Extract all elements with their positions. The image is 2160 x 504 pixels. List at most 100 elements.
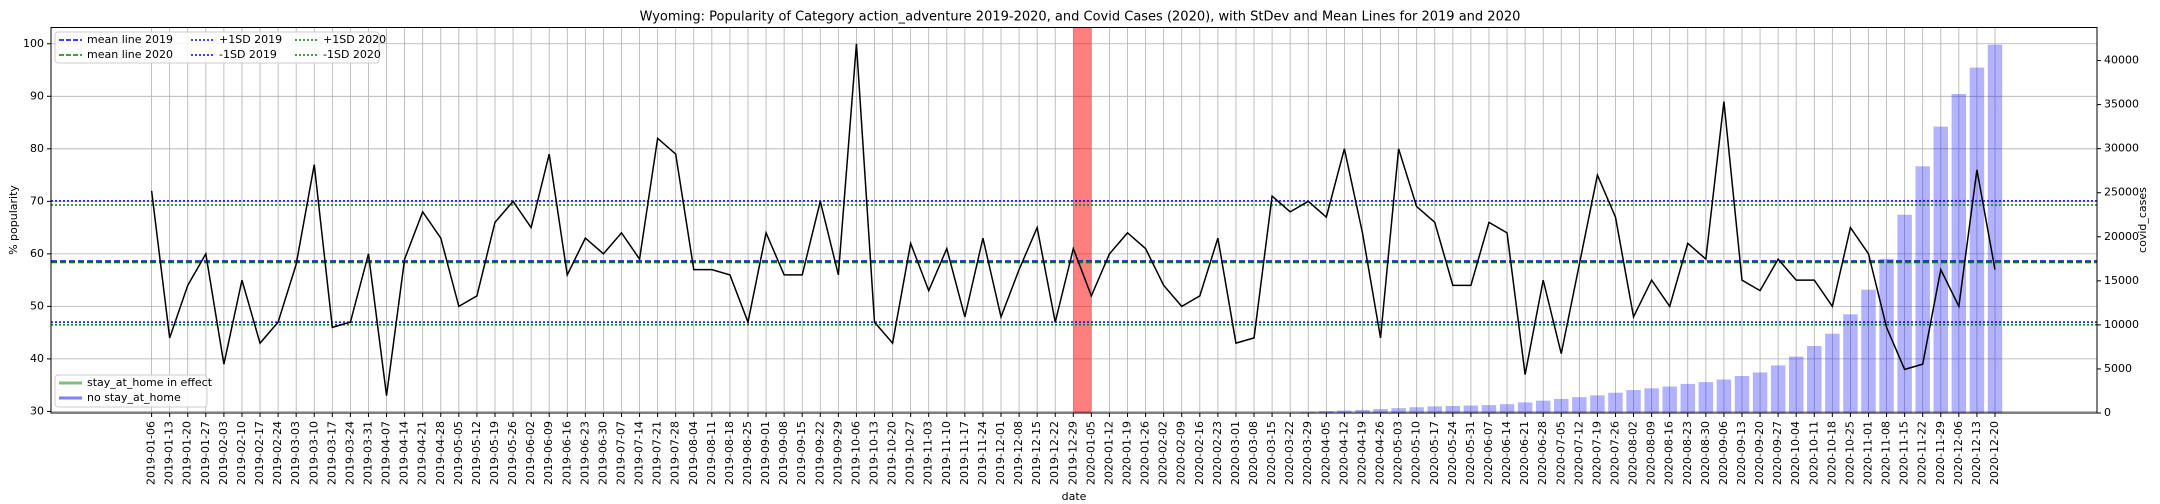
- x-tick-label: 2020-05-31: [1464, 421, 1477, 485]
- x-tick-label: 2020-04-05: [1319, 421, 1332, 485]
- y2-tick-label: 10000: [2104, 318, 2139, 331]
- y-tick-label: 80: [30, 142, 44, 155]
- x-tick-label: 2019-10-20: [886, 421, 899, 485]
- legend-box: [54, 31, 380, 64]
- y-tick-label: 100: [23, 37, 44, 50]
- y2-tick-label: 0: [2104, 406, 2111, 419]
- x-tick-label: 2019-08-11: [705, 421, 718, 485]
- y-tick-label: 40: [30, 352, 44, 365]
- bar: [1915, 166, 1930, 413]
- bar: [1409, 407, 1424, 413]
- x-tick-label: 2020-11-08: [1880, 421, 1893, 485]
- x-tick-label: 2019-03-17: [325, 421, 338, 485]
- x-tick-label: 2020-02-16: [1193, 421, 1206, 485]
- x-tick-label: 2020-01-12: [1102, 421, 1115, 485]
- y2-axis-label: covid_cases: [2136, 187, 2149, 253]
- x-tick-label: 2019-05-12: [470, 421, 483, 485]
- x-tick-label: 2020-06-21: [1518, 421, 1531, 485]
- bar: [1572, 397, 1587, 413]
- bar: [1391, 408, 1406, 413]
- x-tick-label: 2019-04-14: [398, 421, 411, 485]
- x-tick-label: 2019-07-28: [669, 421, 682, 485]
- x-tick-label: 2020-11-22: [1916, 421, 1929, 485]
- bar: [1987, 44, 2003, 414]
- y2-tick-label: 20000: [2104, 230, 2139, 243]
- x-tick-label: 2019-02-10: [235, 421, 248, 485]
- x-tick-label: 2020-08-23: [1681, 421, 1694, 485]
- x-tick-label: 2020-02-09: [1175, 421, 1188, 485]
- x-tick-label: 2019-01-06: [145, 421, 158, 485]
- bar: [1969, 67, 1985, 413]
- x-tick-label: 2019-05-19: [488, 421, 501, 485]
- x-tick-label: 2020-10-11: [1807, 421, 1820, 485]
- x-tick-label: 2019-11-10: [940, 421, 953, 485]
- x-tick-label: 2020-01-26: [1139, 421, 1152, 485]
- x-tick-label: 2020-09-20: [1753, 421, 1766, 485]
- bar: [1590, 395, 1605, 413]
- x-tick-label: 2019-12-29: [1066, 421, 1079, 485]
- x-tick-label: 2019-10-06: [849, 421, 862, 485]
- legend-label: no stay_at_home: [87, 391, 181, 404]
- x-tick-label: 2019-02-03: [217, 421, 230, 485]
- bar: [1427, 406, 1442, 413]
- x-tick-label: 2020-04-26: [1374, 421, 1387, 485]
- bar: [1355, 409, 1370, 413]
- bar: [1716, 379, 1732, 413]
- y-tick-label: 60: [30, 247, 44, 260]
- bar: [1662, 386, 1677, 413]
- x-tick-label: 2020-03-01: [1229, 421, 1242, 485]
- x-tick-label: 2020-02-23: [1211, 421, 1224, 485]
- bar: [1463, 405, 1479, 413]
- x-axis-label: date: [1062, 490, 1087, 503]
- chart-title: Wyoming: Popularity of Category action_a…: [640, 10, 1521, 25]
- x-tick-label: 2019-08-04: [687, 421, 700, 485]
- x-tick-label: 2019-06-02: [524, 421, 537, 485]
- x-tick-label: 2020-05-17: [1428, 421, 1441, 485]
- bar: [1879, 258, 1894, 413]
- y-tick-label: 30: [30, 404, 44, 417]
- x-tick-label: 2020-06-07: [1482, 421, 1495, 485]
- x-tick-label: 2019-09-22: [813, 421, 826, 485]
- x-tick-label: 2020-08-09: [1645, 421, 1658, 485]
- x-tick-label: 2019-11-03: [922, 421, 935, 485]
- x-tick-label: 2019-12-01: [994, 421, 1007, 485]
- x-tick-label: 2019-06-30: [596, 421, 609, 485]
- x-tick-label: 2019-12-22: [1048, 421, 1061, 485]
- bar: [1373, 409, 1388, 413]
- x-tick-label: 2019-07-07: [614, 421, 627, 485]
- x-tick-label: 2019-03-10: [307, 421, 320, 485]
- y-tick-label: 50: [30, 299, 44, 312]
- x-tick-label: 2020-07-19: [1590, 421, 1603, 485]
- x-tick-label: 2020-03-08: [1247, 421, 1260, 485]
- x-tick-label: 2020-05-03: [1392, 421, 1405, 485]
- bar: [1788, 356, 1804, 413]
- x-tick-label: 2020-01-05: [1084, 421, 1097, 485]
- legend-label: -1SD 2019: [219, 48, 277, 61]
- bar: [1951, 94, 1967, 414]
- x-tick-label: 2020-07-26: [1608, 421, 1621, 485]
- x-tick-label: 2019-09-29: [831, 421, 844, 485]
- bar: [1535, 400, 1551, 413]
- x-tick-label: 2019-04-07: [380, 421, 393, 485]
- bar: [1319, 411, 1334, 413]
- bar: [1680, 383, 1695, 413]
- x-tick-label: 2019-01-13: [163, 421, 176, 485]
- y2-tick-label: 35000: [2104, 98, 2139, 111]
- x-tick-label: 2019-12-15: [1030, 421, 1043, 485]
- x-tick-label: 2020-08-16: [1663, 421, 1676, 485]
- x-tick-label: 2020-01-19: [1121, 421, 1134, 485]
- bar: [1626, 390, 1641, 413]
- highlight-span: [1073, 27, 1092, 413]
- x-tick-label: 2020-05-10: [1410, 421, 1423, 485]
- bar: [1897, 214, 1912, 413]
- x-tick-label: 2019-03-24: [343, 421, 356, 485]
- x-tick-label: 2019-10-27: [904, 421, 917, 485]
- x-tick-label: 2019-06-09: [542, 421, 555, 485]
- legend-label: -1SD 2020: [323, 48, 381, 61]
- x-tick-label: 2020-09-13: [1735, 421, 1748, 485]
- y2-tick-label: 15000: [2104, 274, 2139, 287]
- x-tick-label: 2019-05-26: [506, 421, 519, 485]
- x-tick-label: 2019-09-01: [759, 421, 772, 485]
- bar: [1517, 402, 1533, 413]
- x-tick-label: 2019-08-18: [723, 421, 736, 485]
